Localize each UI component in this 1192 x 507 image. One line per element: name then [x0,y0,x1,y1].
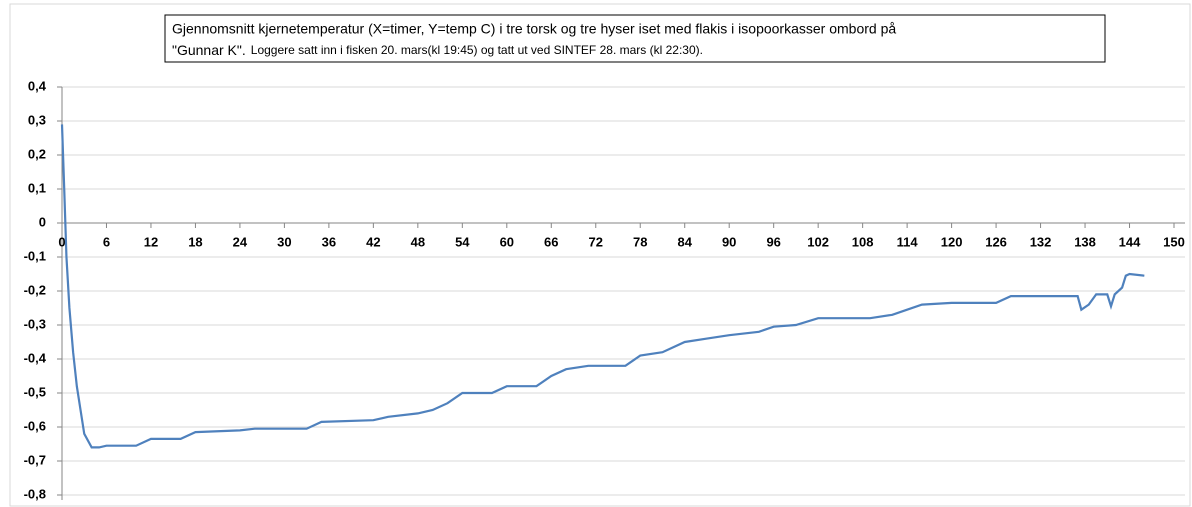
y-tick-label: 0,2 [28,146,46,161]
x-tick-label: 126 [985,234,1007,249]
title-box [164,14,1106,63]
y-tick-label: -0,6 [24,418,46,433]
x-tick-label: 18 [188,234,202,249]
x-tick-label: 72 [589,234,603,249]
x-tick-label: 132 [1030,234,1052,249]
x-tick-label: 90 [722,234,736,249]
x-tick-label: 42 [366,234,380,249]
chart-frame [9,3,1191,507]
x-tick-label: 36 [322,234,336,249]
x-tick-label: 84 [677,234,692,249]
x-tick-label: 150 [1163,234,1185,249]
subtitle: Loggere satt inn i fisken 20. mars(kl 19… [251,43,703,57]
x-tick-label: 6 [103,234,110,249]
x-tick-label: 12 [144,234,158,249]
x-tick-label: 54 [455,234,470,249]
title-line2: "Gunnar K". [172,42,246,58]
x-tick-label: 78 [633,234,647,249]
x-tick-label: 66 [544,234,558,249]
y-tick-label: 0,4 [28,78,47,93]
x-tick-label: 24 [233,234,248,249]
x-tick-label: 108 [852,234,874,249]
y-tick-label: 0,3 [28,112,46,127]
y-tick-label: -0,8 [24,486,46,501]
chart-title-line2: "Gunnar K". Loggere satt inn i fisken 20.… [172,42,703,58]
x-tick-label: 60 [500,234,514,249]
y-tick-label: 0,1 [28,180,46,195]
y-tick-label: -0,7 [24,452,46,467]
x-tick-label: 114 [897,234,919,249]
y-tick-label: -0,1 [24,248,46,263]
y-tick-label: -0,2 [24,282,46,297]
y-tick-label: -0,3 [24,316,46,331]
x-tick-label: 48 [411,234,425,249]
x-tick-label: 144 [1119,234,1141,249]
x-tick-label: 138 [1074,234,1096,249]
x-tick-label: 30 [277,234,291,249]
x-tick-label: 0 [58,234,65,249]
y-tick-label: -0,5 [24,384,46,399]
data-line [60,124,1145,449]
x-tick-label: 96 [766,234,780,249]
x-tick-label: 102 [807,234,829,249]
chart-title: Gjennomsnitt kjernetemperatur (X=timer, … [172,21,896,37]
y-tick-label: -0,4 [24,350,47,365]
x-tick-label: 120 [941,234,963,249]
y-tick-label: 0 [39,214,46,229]
